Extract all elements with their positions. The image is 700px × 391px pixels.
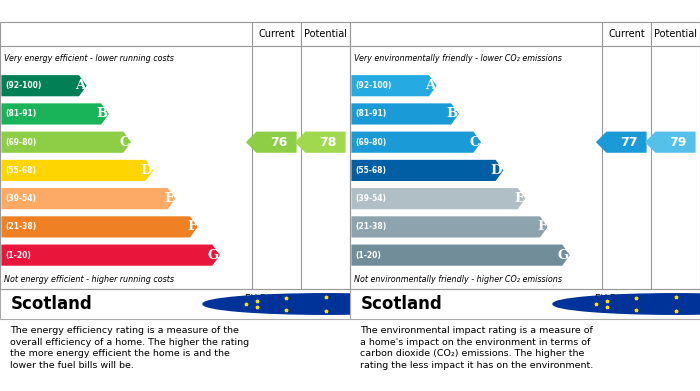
Text: 76: 76 [270, 136, 288, 149]
Text: F: F [187, 221, 196, 233]
Text: EU Directive
2002/91/EC: EU Directive 2002/91/EC [595, 294, 651, 314]
Text: Very environmentally friendly - lower CO₂ emissions: Very environmentally friendly - lower CO… [354, 54, 562, 63]
Text: (69-80): (69-80) [5, 138, 36, 147]
Text: 79: 79 [669, 136, 687, 149]
Text: 77: 77 [620, 136, 638, 149]
Text: (81-91): (81-91) [355, 109, 386, 118]
Polygon shape [351, 188, 526, 209]
Text: C: C [119, 136, 130, 149]
Text: F: F [537, 221, 546, 233]
Text: (39-54): (39-54) [5, 194, 36, 203]
Text: (81-91): (81-91) [5, 109, 36, 118]
Text: B: B [446, 108, 458, 120]
Text: B: B [96, 108, 108, 120]
Text: Scotland: Scotland [360, 295, 442, 313]
Text: A: A [75, 79, 85, 92]
Text: G: G [207, 249, 218, 262]
Polygon shape [1, 75, 87, 96]
Text: A: A [425, 79, 435, 92]
Text: The environmental impact rating is a measure of
a home's impact on the environme: The environmental impact rating is a mea… [360, 326, 594, 370]
Polygon shape [1, 244, 220, 266]
Text: (21-38): (21-38) [5, 222, 36, 231]
Polygon shape [1, 103, 109, 125]
Text: Potential: Potential [304, 29, 347, 39]
Text: Potential: Potential [654, 29, 697, 39]
Polygon shape [1, 188, 176, 209]
Text: Environmental Impact (CO₂) Rating: Environmental Impact (CO₂) Rating [355, 4, 587, 17]
Text: D: D [141, 164, 152, 177]
Text: (92-100): (92-100) [5, 81, 41, 90]
Circle shape [553, 294, 700, 314]
Text: G: G [557, 249, 568, 262]
Polygon shape [246, 132, 297, 153]
Text: Not environmentally friendly - higher CO₂ emissions: Not environmentally friendly - higher CO… [354, 275, 562, 284]
Polygon shape [295, 132, 346, 153]
Polygon shape [351, 244, 570, 266]
Polygon shape [1, 160, 153, 181]
Polygon shape [1, 132, 131, 153]
Text: EU Directive
2002/91/EC: EU Directive 2002/91/EC [245, 294, 301, 314]
Text: Current: Current [608, 29, 645, 39]
Polygon shape [1, 216, 197, 237]
Text: E: E [514, 192, 524, 205]
Text: (69-80): (69-80) [355, 138, 386, 147]
Text: Very energy efficient - lower running costs: Very energy efficient - lower running co… [4, 54, 174, 63]
Polygon shape [351, 103, 459, 125]
Polygon shape [351, 216, 547, 237]
Text: Current: Current [258, 29, 295, 39]
Text: Scotland: Scotland [10, 295, 92, 313]
Text: Not energy efficient - higher running costs: Not energy efficient - higher running co… [4, 275, 174, 284]
Circle shape [203, 294, 448, 314]
Polygon shape [351, 160, 503, 181]
Text: (21-38): (21-38) [355, 222, 386, 231]
Text: (92-100): (92-100) [355, 81, 391, 90]
Polygon shape [596, 132, 647, 153]
Polygon shape [645, 132, 696, 153]
Text: (55-68): (55-68) [5, 166, 36, 175]
Polygon shape [351, 132, 481, 153]
Text: (39-54): (39-54) [355, 194, 386, 203]
Text: (1-20): (1-20) [355, 251, 381, 260]
Text: E: E [164, 192, 174, 205]
Text: (1-20): (1-20) [5, 251, 31, 260]
Text: D: D [491, 164, 502, 177]
Text: Energy Efficiency Rating: Energy Efficiency Rating [6, 4, 168, 17]
Text: The energy efficiency rating is a measure of the
overall efficiency of a home. T: The energy efficiency rating is a measur… [10, 326, 250, 370]
Text: 78: 78 [319, 136, 337, 149]
Polygon shape [351, 75, 437, 96]
Text: C: C [469, 136, 480, 149]
Text: (55-68): (55-68) [355, 166, 386, 175]
